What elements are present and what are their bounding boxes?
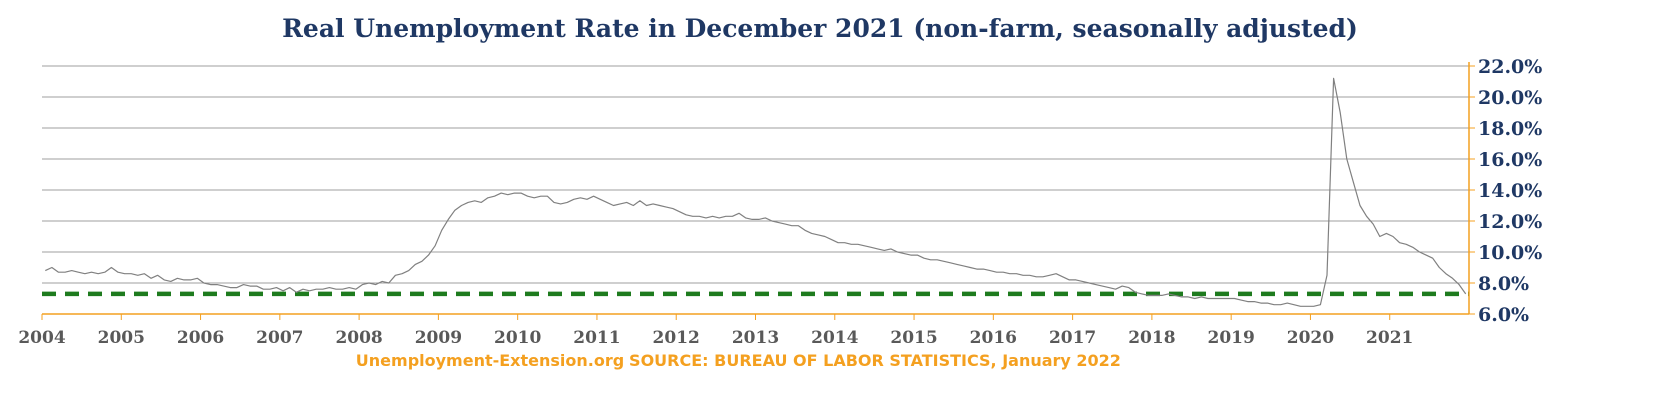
y-tick-labels: 6.0% 8.0% 10.0% 12.0% 14.0% 16.0% 18.0% 20.0% 22… [1478, 56, 1542, 326]
x-tick-label: 2021 [1366, 328, 1413, 348]
y-tick-label: 12.0% [1478, 211, 1542, 233]
y-tick-label: 20.0% [1478, 87, 1542, 109]
x-tick-label: 2006 [177, 328, 224, 348]
x-tick-label: 2012 [653, 328, 700, 348]
footer-source: SOURCE: BUREAU OF LABOR STATISTICS, Janu… [629, 351, 1121, 370]
x-tick-label: 2015 [890, 328, 937, 348]
gridlines [42, 65, 1475, 315]
x-tick-label: 2017 [1049, 328, 1096, 348]
x-tick-label: 2019 [1208, 328, 1255, 348]
x-tick-label: 2016 [970, 328, 1017, 348]
x-tick-label: 2018 [1128, 328, 1175, 348]
x-tick-label: 2009 [415, 328, 462, 348]
y-tick-label: 6.0% [1478, 304, 1529, 326]
x-tick-label: 2013 [732, 328, 779, 348]
x-tick-label: 2005 [98, 328, 145, 348]
x-tick-label: 2004 [18, 328, 65, 348]
x-tick-label: 2011 [573, 328, 620, 348]
footer-site: Unemployment-Extension.org [356, 351, 624, 370]
axes [41, 62, 1470, 320]
y-tick-label: 14.0% [1478, 180, 1542, 202]
x-tick-labels: 2004 2005 2006 2007 2008 2009 2010 2011 2012 2013… [18, 328, 1413, 348]
x-tick-label: 2010 [494, 328, 541, 348]
x-tick-label: 2008 [335, 328, 382, 348]
y-tick-label: 8.0% [1478, 273, 1529, 295]
y-tick-label: 22.0% [1478, 56, 1542, 78]
y-tick-label: 10.0% [1478, 242, 1542, 264]
series-line [45, 77, 1467, 307]
chart-title: Real Unemployment Rate in December 2021 … [282, 14, 1358, 43]
series-group [45, 77, 1467, 307]
x-tick-label: 2020 [1287, 328, 1334, 348]
y-tick-label: 16.0% [1478, 149, 1542, 171]
y-tick-label: 18.0% [1478, 118, 1542, 140]
x-tick-label: 2007 [256, 328, 303, 348]
x-tick-label: 2014 [811, 328, 858, 348]
